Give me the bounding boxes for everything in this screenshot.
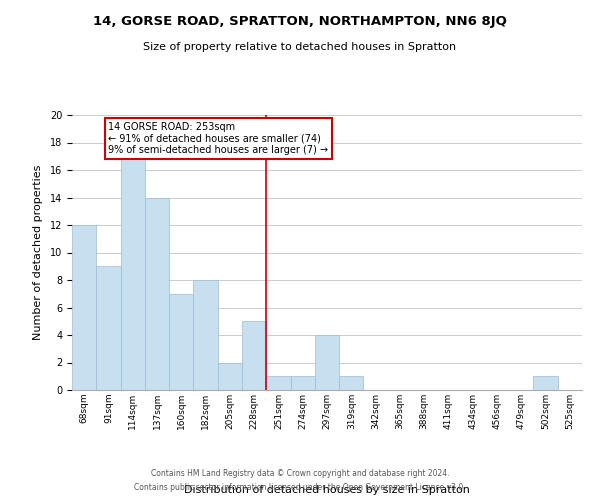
Text: Contains public sector information licensed under the Open Government Licence v3: Contains public sector information licen… (134, 484, 466, 492)
Text: 14 GORSE ROAD: 253sqm
← 91% of detached houses are smaller (74)
9% of semi-detac: 14 GORSE ROAD: 253sqm ← 91% of detached … (109, 122, 329, 155)
Bar (145, 198, 169, 390)
Bar (169, 294, 193, 390)
Bar (533, 376, 558, 390)
Bar (121, 156, 145, 390)
Bar (339, 376, 364, 390)
Text: Size of property relative to detached houses in Spratton: Size of property relative to detached ho… (143, 42, 457, 52)
Y-axis label: Number of detached properties: Number of detached properties (33, 165, 43, 340)
Bar (72, 225, 96, 390)
Text: Contains HM Land Registry data © Crown copyright and database right 2024.: Contains HM Land Registry data © Crown c… (151, 468, 449, 477)
Bar (315, 335, 339, 390)
Bar (290, 376, 315, 390)
Text: 14, GORSE ROAD, SPRATTON, NORTHAMPTON, NN6 8JQ: 14, GORSE ROAD, SPRATTON, NORTHAMPTON, N… (93, 15, 507, 28)
Bar (193, 280, 218, 390)
Bar (242, 322, 266, 390)
Bar (266, 376, 290, 390)
Bar (96, 266, 121, 390)
Bar (218, 362, 242, 390)
X-axis label: Distribution of detached houses by size in Spratton: Distribution of detached houses by size … (184, 484, 470, 494)
